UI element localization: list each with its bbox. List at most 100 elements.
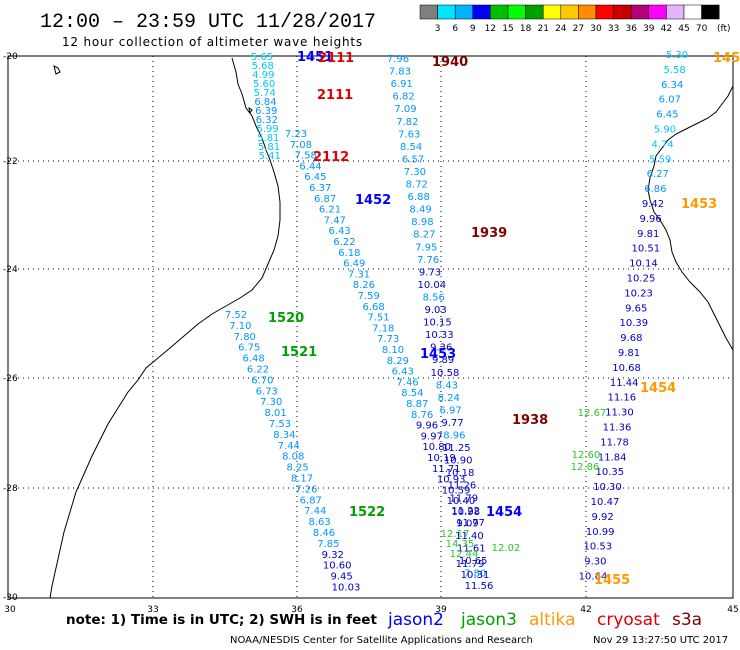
swh-value: 7.31: [348, 269, 370, 280]
swh-value: 9.09: [456, 518, 478, 529]
track-east-jason2-1453: 5.30 5.58 6.34 6.07 6.45 5.90 4.74 5.59 6.27 6.86…: [579, 50, 688, 583]
swh-value: 10.47: [591, 497, 620, 508]
swh-value: 10.31: [461, 570, 490, 581]
swh-value: 6.45: [304, 172, 326, 183]
latitude-label: -20: [3, 52, 18, 62]
pass-time-label-jason3: 1522: [349, 505, 385, 520]
swh-value: 6.70: [251, 375, 273, 386]
swh-value: 8.54: [400, 142, 422, 153]
swh-value: 7.80: [464, 569, 486, 580]
legend-tick-label: 21: [537, 24, 548, 34]
swh-value: 9.81: [618, 348, 640, 359]
pass-time-label-jason3: 1521: [281, 345, 317, 360]
swh-value: 9.45: [330, 572, 352, 583]
legend-swatch: [472, 4, 491, 20]
swh-value: 10.19: [427, 453, 456, 464]
swh-value: 10.90: [444, 456, 473, 467]
legend-tick-label: 15: [502, 24, 513, 34]
swh-value: 6.88: [408, 192, 430, 203]
swh-value: 6.87: [314, 194, 336, 205]
swh-value: 7.52: [225, 310, 247, 321]
swh-color-legend: 3 6 9 12 15 18 21 24 27 30 33 36 39 42 45 70: [419, 4, 720, 34]
pass-time-label-jason2: 1451: [297, 50, 333, 65]
swh-value: 6.43: [392, 367, 414, 378]
swh-value: 8.54: [401, 388, 423, 399]
map-title: 12:00 – 23:59 UTC 11/28/2017: [40, 11, 376, 34]
legend-tick-label: 6: [452, 24, 458, 34]
legend-swatch: [595, 4, 614, 20]
swh-value: 7.96: [387, 54, 409, 65]
legend-swatch: [507, 4, 526, 20]
track-coast-jason2-1520: 7.527.107.806.756.486.226.706.737.308.01…: [225, 310, 360, 594]
swh-value: 7.09: [394, 104, 416, 115]
swh-value: 6.07: [659, 95, 681, 106]
legend-swatch: [454, 4, 474, 20]
satellite-legend: jason2 jason3 altika cryosat s3a: [387, 610, 702, 630]
swh-value: 14.35: [446, 539, 475, 550]
swh-value: 8.10: [382, 345, 404, 356]
swh-value: 6.75: [238, 343, 260, 354]
swh-value: 8.24: [438, 393, 460, 404]
swh-value: 9.73: [419, 267, 441, 278]
swh-value: 10.51: [631, 244, 660, 255]
swh-value: 7.53: [269, 419, 291, 430]
legend-swatch: [542, 4, 562, 20]
swh-value: 11.79: [456, 559, 485, 570]
swh-value: 10.30: [593, 482, 622, 493]
longitude-label: 42: [580, 605, 591, 615]
legend-swatch: [613, 4, 632, 20]
swh-value: 6.27: [647, 169, 669, 180]
swh-value: 8.25: [286, 463, 308, 474]
legend-tick-label: 18: [520, 24, 532, 34]
footer-note: note: 1) Time is in UTC; 2) SWH is in fe…: [66, 612, 377, 628]
swh-value: 7.18: [372, 323, 394, 334]
swh-value: 11.22: [451, 506, 480, 517]
track-west-jason2-1451: 5.655.684.995.605.746.846.396.325.995.81…: [251, 52, 281, 162]
swh-value: 10.18: [446, 468, 475, 479]
swh-value: 6.68: [362, 302, 384, 313]
swh-value: 9.97: [421, 431, 443, 442]
pass-time-label-s3a: 1939: [471, 226, 507, 241]
swh-value: 8.26: [353, 280, 375, 291]
swh-value: 7.95: [415, 242, 437, 253]
swh-value: 7.08: [290, 140, 312, 151]
swh-value: 7.76: [417, 255, 439, 266]
legend-swatch: [666, 4, 685, 20]
satellite-legend-cryosat: cryosat: [597, 610, 660, 630]
swh-value: 10.80: [422, 442, 451, 453]
swh-value: 11.71: [432, 464, 461, 475]
swh-value: 8.63: [308, 517, 330, 528]
legend-tick-label: 33: [608, 24, 619, 34]
swh-value: 11.77: [456, 518, 485, 529]
swh-value: 5.90: [654, 125, 676, 136]
satellite-legend-jason3: jason3: [460, 610, 517, 630]
swh-value: 10.64: [579, 572, 608, 583]
pass-time-label-altika: 1453: [713, 51, 740, 66]
swh-value: 6.34: [661, 80, 683, 91]
swh-value: 6.21: [319, 205, 341, 216]
legend-swatch: [578, 4, 597, 20]
satellite-legend-s3a: s3a: [672, 610, 702, 630]
legend-tick-label: 9: [470, 24, 476, 34]
latitude-label: -26: [3, 374, 18, 384]
swh-value: 6.49: [343, 259, 365, 270]
swh-value: 10.98: [451, 507, 480, 518]
swh-value: 7.44: [304, 506, 326, 517]
swh-value: 6.18: [338, 248, 360, 259]
swh-value: 6.39: [255, 106, 277, 117]
pass-time-label-jason2: 1452: [355, 193, 391, 208]
legend-swatch: [525, 4, 544, 20]
pass-time-label-cryosat: 2112: [313, 150, 349, 165]
swh-value: 10.68: [612, 363, 641, 374]
swh-value: 8.43: [436, 380, 458, 391]
track-mid-jason2-1939: 7.967.836.916.827.097.827.638.546.577.30…: [387, 54, 488, 580]
swh-value: 7.73: [377, 334, 399, 345]
swh-value: 11.44: [610, 378, 639, 389]
swh-value: 10.33: [425, 330, 454, 341]
swh-value: 10.04: [418, 280, 447, 291]
longitude-label: 39: [435, 605, 447, 615]
legend-swatch: [560, 4, 579, 20]
swh-value: 6.97: [440, 405, 462, 416]
